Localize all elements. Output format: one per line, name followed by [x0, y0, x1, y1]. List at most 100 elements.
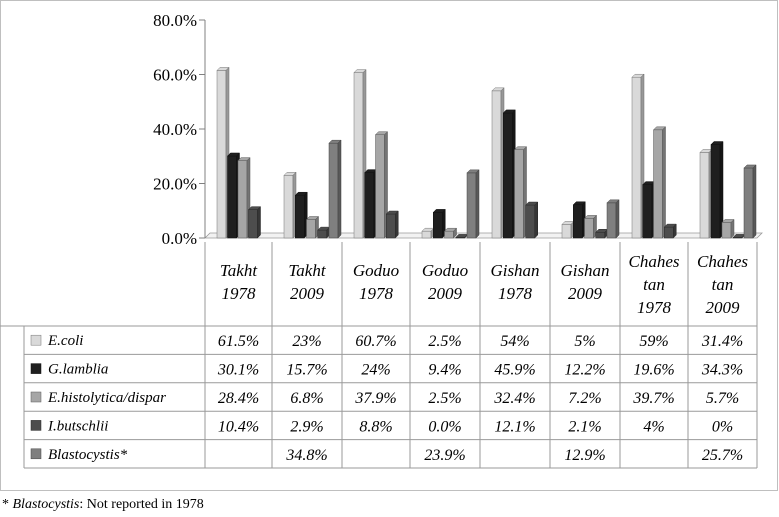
legend-swatch	[30, 420, 42, 431]
data-label: 28.4%	[218, 390, 259, 407]
bar	[283, 175, 294, 239]
y-tick-label: 60.0%	[153, 66, 197, 85]
bar-side	[257, 206, 261, 239]
legend-swatch	[30, 363, 42, 374]
bar	[664, 226, 674, 239]
category-label: 1978	[637, 298, 672, 317]
data-label: 2.1%	[568, 418, 601, 435]
bar-side	[752, 164, 757, 239]
category-label: 2009	[568, 284, 603, 303]
category-label: Takht	[288, 261, 326, 280]
bar	[248, 209, 258, 239]
data-label: 15.7%	[286, 362, 327, 379]
data-label: 45.9%	[494, 362, 535, 379]
bar	[721, 222, 732, 239]
data-label: 34.3%	[701, 362, 743, 379]
bar	[353, 72, 364, 239]
data-label: 9.4%	[428, 362, 461, 379]
y-tick-label: 20.0%	[153, 175, 197, 194]
bar	[317, 229, 327, 239]
bar	[595, 232, 605, 239]
data-label: 8.8%	[359, 418, 392, 435]
bar	[514, 149, 524, 239]
bar	[444, 230, 454, 239]
data-label: 5.7%	[706, 390, 739, 407]
category-label: 1978	[359, 284, 394, 303]
footnote-term: Blastocystis	[12, 497, 80, 512]
bar-side	[730, 218, 735, 239]
data-label: 54%	[500, 333, 529, 350]
bar	[386, 213, 396, 239]
bar	[631, 76, 642, 239]
category-label: 2009	[290, 284, 325, 303]
data-label: 60.7%	[355, 333, 396, 350]
chart-frame	[0, 0, 778, 491]
data-label: 24%	[361, 362, 390, 379]
bar	[642, 184, 652, 239]
category-label: Gishan	[490, 261, 539, 280]
bar-side	[615, 199, 620, 239]
category-label: tan	[643, 275, 665, 294]
data-label: 5%	[574, 333, 595, 350]
data-label: 6.8%	[290, 390, 323, 407]
data-label: 31.4%	[701, 333, 743, 350]
bar	[743, 167, 754, 239]
category-label: Gishan	[560, 261, 609, 280]
data-label: 12.2%	[564, 362, 605, 379]
footnote-marker: *	[2, 497, 13, 512]
category-label: 1978	[222, 284, 257, 303]
bar-side	[673, 223, 677, 239]
data-label: 2.9%	[290, 418, 323, 435]
bar	[433, 212, 443, 239]
data-label: 2.5%	[428, 390, 461, 407]
bar	[699, 152, 710, 239]
data-label: 4%	[643, 418, 664, 435]
bar	[328, 142, 339, 239]
data-label: 30.1%	[217, 362, 259, 379]
data-label: 23%	[292, 333, 321, 350]
bar	[584, 218, 594, 239]
legend-label: G.lamblia	[48, 362, 108, 378]
legend-label: E.histolytica/dispar	[47, 390, 166, 406]
bar	[216, 70, 227, 239]
data-label: 39.7%	[632, 390, 674, 407]
bar	[364, 172, 374, 239]
data-label: 37.9%	[354, 390, 396, 407]
y-tick-label: 80.0%	[153, 11, 197, 30]
footnote: * Blastocystis: Not reported in 1978	[2, 497, 204, 513]
legend-label: Blastocystis*	[48, 447, 128, 463]
data-label: 32.4%	[493, 390, 535, 407]
category-label: Chahes	[697, 252, 748, 271]
data-label: 61.5%	[218, 333, 259, 350]
bar	[710, 144, 721, 239]
data-label: 2.5%	[428, 333, 461, 350]
bar	[237, 160, 248, 239]
bar	[306, 219, 316, 239]
bar-side	[475, 169, 480, 239]
bar	[491, 90, 502, 239]
bar-side	[337, 139, 342, 239]
legend-swatch	[30, 334, 42, 346]
bar	[653, 129, 663, 239]
y-tick-label: 40.0%	[153, 120, 197, 139]
data-label: 23.9%	[424, 447, 465, 464]
bar-side	[395, 210, 399, 239]
legend-label: E.coli	[47, 333, 83, 349]
data-label: 25.7%	[702, 447, 743, 464]
bar	[561, 224, 572, 239]
data-label: 0.0%	[428, 418, 461, 435]
category-label: Chahes	[629, 252, 680, 271]
category-label: tan	[712, 275, 734, 294]
data-label: 10.4%	[218, 418, 259, 435]
data-label: 19.6%	[633, 362, 674, 379]
category-label: Goduo	[353, 261, 399, 280]
legend-label: I.butschlii	[47, 418, 108, 434]
bar	[295, 194, 305, 239]
bar	[466, 172, 477, 239]
data-label: 34.8%	[285, 447, 327, 464]
bar	[525, 204, 535, 239]
bar	[606, 202, 617, 239]
bar-side	[662, 126, 666, 239]
legend-swatch	[30, 391, 42, 403]
data-label: 59%	[639, 333, 668, 350]
